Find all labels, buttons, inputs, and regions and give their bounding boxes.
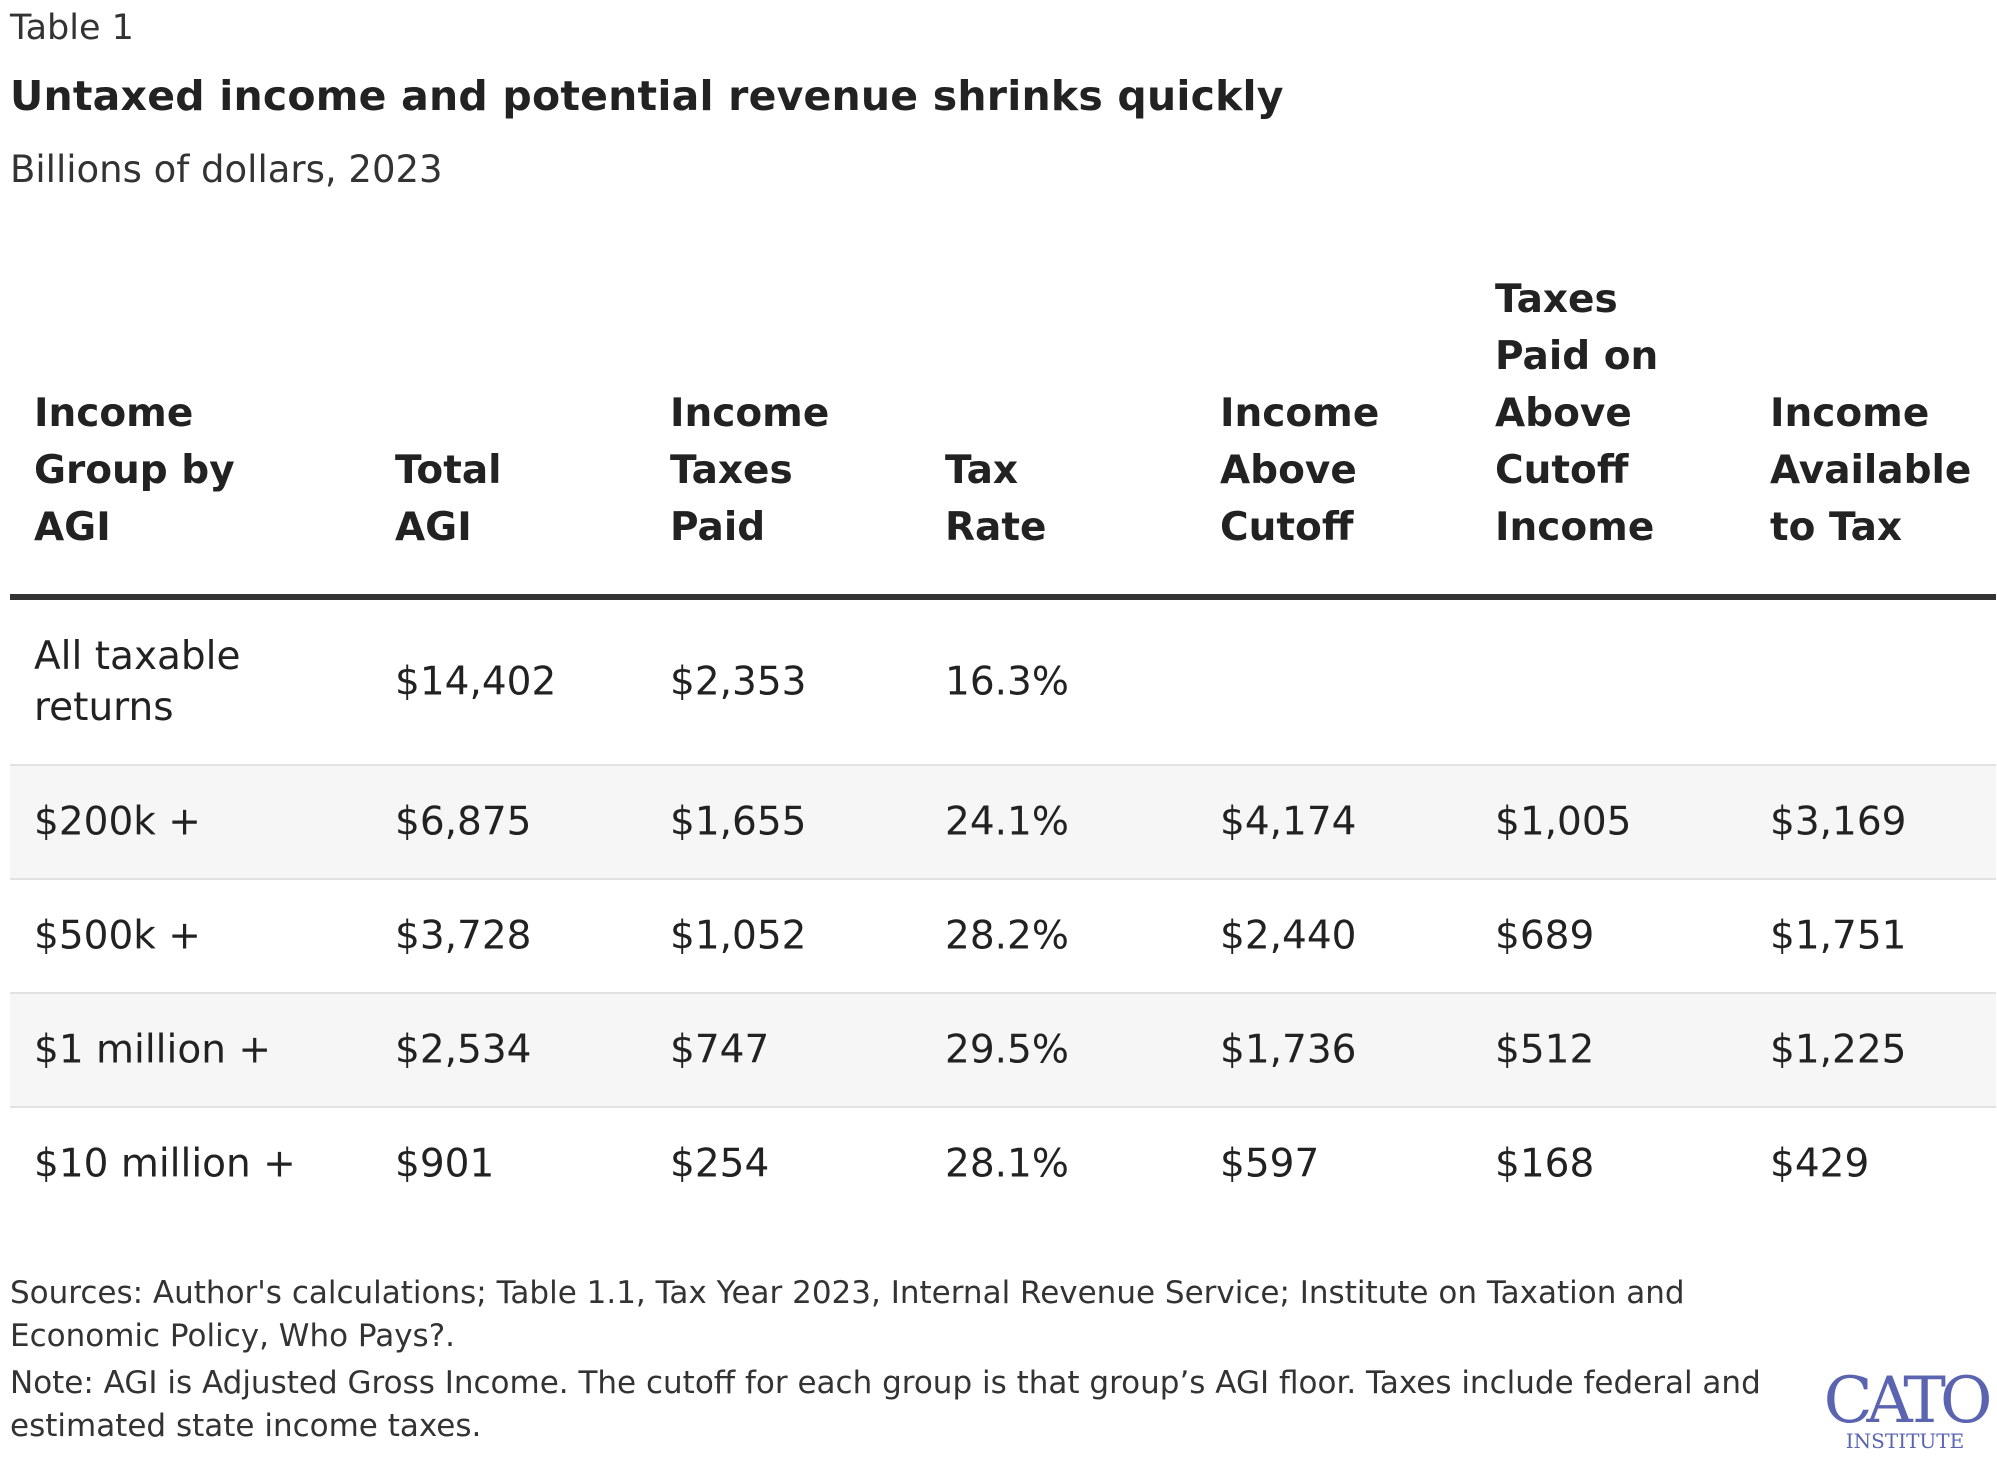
cell-tax-rate: 28.1%	[945, 1141, 1069, 1187]
cell-total-agi: $2,534	[395, 1027, 532, 1073]
table-subtitle: Billions of dollars, 2023	[10, 148, 443, 191]
cell-income-group: All taxable returns	[34, 634, 241, 730]
column-header-income-group: Income Group by AGI	[34, 391, 235, 550]
cell-taxes-paid: $1,655	[670, 799, 807, 845]
cell-taxes-above-cutoff: $689	[1495, 913, 1595, 959]
cell-taxes-paid: $2,353	[670, 659, 807, 705]
cell-tax-rate: 16.3%	[945, 659, 1069, 705]
cell-income-above-cutoff: $2,440	[1220, 913, 1357, 959]
cell-income-above-cutoff: $1,736	[1220, 1027, 1357, 1073]
sources-footnote: Sources: Author's calculations; Table 1.…	[10, 1275, 1685, 1354]
logo-subtext: INSTITUTE	[1846, 1429, 1964, 1453]
column-header-income-taxes-paid: Income Taxes Paid	[670, 391, 830, 550]
table-row: $500k + $3,728 $1,052 28.2% $2,440 $689 …	[10, 880, 1996, 994]
cell-income-group: $500k +	[34, 913, 201, 959]
cell-taxes-paid: $1,052	[670, 913, 807, 959]
header-row: Income Group by AGI Total AGI Income Taxes Pa…	[10, 270, 1996, 600]
cell-tax-rate: 28.2%	[945, 913, 1069, 959]
cell-taxes-above-cutoff: $1,005	[1495, 799, 1632, 845]
cell-taxes-paid: $747	[670, 1027, 770, 1073]
cell-total-agi: $14,402	[395, 659, 557, 705]
table-row: $10 million + $901 $254 28.1% $597 $168 …	[10, 1108, 1996, 1220]
table-title: Untaxed income and potential revenue shr…	[10, 72, 1284, 120]
column-header-income-available: Income Available to Tax	[1770, 391, 1972, 550]
cato-institute-logo: CATO INSTITUTE	[1824, 1364, 1990, 1453]
cell-income-above-cutoff: $4,174	[1220, 799, 1357, 845]
cell-tax-rate: 24.1%	[945, 799, 1069, 845]
cell-income-group: $1 million +	[34, 1027, 272, 1073]
table-row: $1 million + $2,534 $747 29.5% $1,736 $5…	[10, 994, 1996, 1108]
cell-total-agi: $901	[395, 1141, 495, 1187]
cell-taxes-above-cutoff: $512	[1495, 1027, 1595, 1073]
note-footnote: Note: AGI is Adjusted Gross Income. The …	[10, 1365, 1761, 1444]
cell-income-available: $1,751	[1770, 913, 1907, 959]
cell-taxes-above-cutoff: $168	[1495, 1141, 1595, 1187]
table-row: $200k + $6,875 $1,655 24.1% $4,174 $1,00…	[10, 766, 1996, 880]
cell-total-agi: $3,728	[395, 913, 532, 959]
cell-income-available: $3,169	[1770, 799, 1907, 845]
cell-income-available: $429	[1770, 1141, 1870, 1187]
cell-income-group: $200k +	[34, 799, 201, 845]
cell-income-above-cutoff: $597	[1220, 1141, 1320, 1187]
table-row: All taxable returns $14,402 $2,353 16.3%	[10, 600, 1996, 766]
column-header-tax-rate: Tax Rate	[945, 448, 1047, 550]
cell-tax-rate: 29.5%	[945, 1027, 1069, 1073]
table-label: Table 1	[10, 8, 134, 48]
cell-income-available: $1,225	[1770, 1027, 1907, 1073]
column-header-total-agi: Total AGI	[395, 448, 502, 550]
cell-income-group: $10 million +	[34, 1141, 296, 1187]
cell-total-agi: $6,875	[395, 799, 532, 845]
column-header-income-above-cutoff: Income Above Cutoff	[1220, 391, 1380, 550]
cell-taxes-paid: $254	[670, 1141, 770, 1187]
column-header-taxes-paid-above-cutoff: Taxes Paid on Above Cutoff Income	[1495, 277, 1659, 550]
data-table: Income Group by AGI Total AGI Income Taxes Pa…	[10, 270, 1996, 1220]
logo-wordmark: CATO	[1824, 1364, 1989, 1438]
